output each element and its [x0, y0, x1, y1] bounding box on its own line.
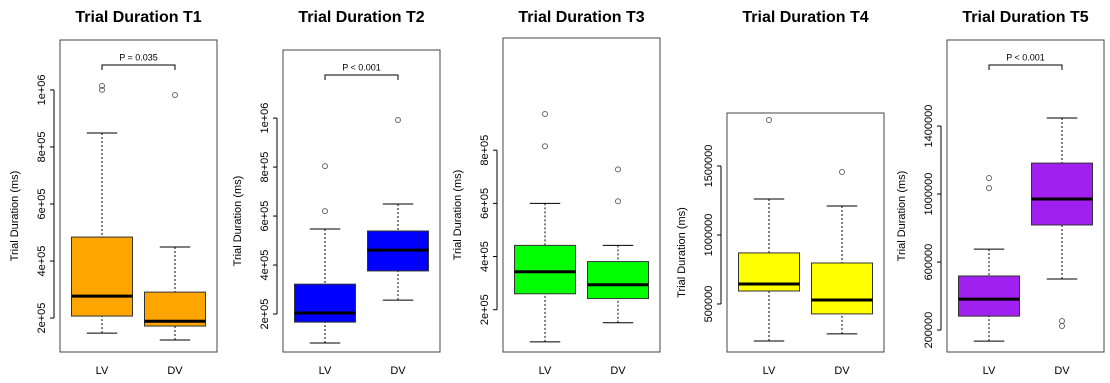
y-tick-label: 2e+05	[479, 294, 491, 325]
annotation: P < 0.001	[342, 62, 381, 72]
x-tick-label: DV	[167, 365, 183, 377]
plot-frame	[946, 39, 1105, 353]
outlier	[766, 117, 772, 124]
box	[294, 283, 356, 323]
y-tick-label: 1500000	[703, 145, 715, 188]
chart-title: Trial Duration T4	[742, 9, 868, 26]
plot-frame	[726, 112, 885, 353]
plot-frame	[282, 49, 441, 353]
outlier	[99, 82, 105, 89]
box	[514, 244, 576, 295]
y-axis-label: Trial Duration (ms)	[232, 176, 244, 267]
panel: Trial Duration T4 500000 1000000 1500000 Tri…	[676, 9, 885, 377]
y-tick-label: 600000	[923, 244, 935, 281]
significance-bracket	[324, 74, 399, 80]
y-tick-label: 1000000	[923, 173, 935, 216]
outlier	[99, 86, 105, 93]
outlier	[986, 185, 992, 192]
y-tick-label: 6e+05	[36, 189, 48, 220]
panel: Trial Duration T2 2e+05 4e+05 6e+05 8e+05 1e+…	[232, 9, 441, 377]
y-tick-label: 8e+05	[36, 131, 48, 162]
y-tick-label: 4e+05	[259, 250, 271, 281]
y-tick-label: 1000000	[703, 214, 715, 257]
plot-frame	[59, 39, 218, 353]
outlier	[395, 117, 401, 124]
outlier	[1059, 318, 1065, 325]
outlier	[322, 163, 328, 170]
y-axis-label: Trial Duration (ms)	[676, 207, 688, 298]
significance-bracket	[988, 64, 1063, 70]
chart-title: Trial Duration T2	[298, 9, 424, 26]
y-tick-label: 200000	[923, 312, 935, 349]
box	[958, 275, 1020, 317]
y-tick-label: 500000	[703, 286, 715, 323]
panel: Trial Duration T5 200000 600000 1000000 1400…	[896, 9, 1105, 377]
x-tick-label: LV	[539, 365, 552, 377]
y-tick-label: 4e+05	[36, 246, 48, 277]
y-tick-label: 4e+05	[479, 241, 491, 272]
significance-bracket	[101, 64, 176, 70]
chart-title: Trial Duration T5	[962, 9, 1088, 26]
x-tick-label: DV	[390, 365, 406, 377]
x-tick-label: LV	[96, 365, 109, 377]
box	[1031, 162, 1093, 226]
outlier	[542, 111, 548, 118]
panel: Trial Duration T1 2e+05 4e+05 6e+05 8e+05 1e+…	[9, 9, 218, 377]
outlier	[1059, 322, 1065, 329]
box	[587, 261, 649, 300]
outlier	[615, 166, 621, 173]
outlier	[615, 198, 621, 205]
y-axis-label: Trial Duration (ms)	[896, 171, 908, 262]
x-tick-label: LV	[319, 365, 332, 377]
annotation: P = 0.035	[119, 52, 158, 62]
x-tick-label: DV	[1054, 365, 1070, 377]
x-tick-label: DV	[610, 365, 626, 377]
x-tick-label: DV	[834, 365, 850, 377]
annotation: P < 0.001	[1006, 52, 1045, 62]
y-tick-label: 8e+05	[259, 152, 271, 183]
box	[811, 262, 873, 315]
y-tick-label: 6e+05	[479, 188, 491, 219]
x-tick-label: LV	[983, 365, 996, 377]
box	[71, 236, 133, 317]
y-tick-label: 8e+05	[479, 135, 491, 166]
panel: Trial Duration T3 2e+05 4e+05 6e+05 8e+05 Tri…	[452, 9, 661, 377]
y-tick-label: 2e+05	[259, 299, 271, 330]
y-tick-label: 2e+05	[36, 303, 48, 334]
y-tick-label: 1e+06	[259, 103, 271, 134]
outlier	[986, 175, 992, 182]
outlier	[172, 92, 178, 99]
outlier	[322, 208, 328, 215]
outlier	[542, 143, 548, 150]
x-tick-label: LV	[763, 365, 776, 377]
chart-title: Trial Duration T1	[75, 9, 201, 26]
outlier	[839, 169, 845, 176]
y-axis-label: Trial Duration (ms)	[452, 170, 464, 261]
y-tick-label: 1400000	[923, 105, 935, 148]
chart-title: Trial Duration T3	[518, 9, 644, 26]
y-tick-label: 1e+06	[36, 74, 48, 105]
plot-frame	[502, 37, 661, 353]
y-tick-label: 6e+05	[259, 201, 271, 232]
y-axis-label: Trial Duration (ms)	[9, 171, 21, 262]
